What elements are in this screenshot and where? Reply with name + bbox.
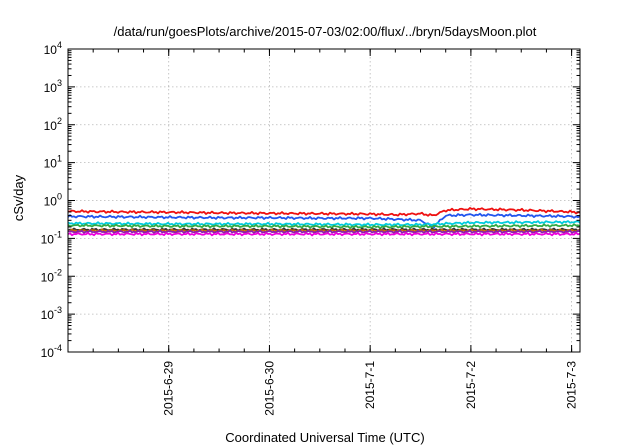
series-lines xyxy=(67,207,581,237)
y-axis-label: cSv/day xyxy=(11,174,26,221)
series-line-4 xyxy=(67,223,581,230)
series-line-7 xyxy=(67,229,581,234)
x-tick-label: 2015-6-30 xyxy=(262,361,276,416)
grid-lines xyxy=(68,49,580,352)
x-tick-label: 2015-7-3 xyxy=(565,361,579,409)
x-tick-label: 2015-7-2 xyxy=(464,361,478,409)
y-tick-label: 102 xyxy=(44,116,62,133)
y-tick-label: 100 xyxy=(44,192,62,209)
y-tick-label: 10-3 xyxy=(41,305,62,322)
series-line-3 xyxy=(67,220,581,227)
y-tick-label: 101 xyxy=(44,154,62,171)
series-line-5 xyxy=(67,227,581,232)
series-line-2 xyxy=(67,212,581,229)
chart-title: /data/run/goesPlots/archive/2015-07-03/0… xyxy=(114,24,537,39)
x-tick-label: 2015-7-1 xyxy=(363,361,377,409)
y-tick-label: 104 xyxy=(44,40,62,57)
y-tick-label: 10-4 xyxy=(41,343,62,360)
y-axis-ticks: 10-4 10-3 10-2 10-1 100 101 102 103 104 xyxy=(41,40,580,360)
series-line-6 xyxy=(68,228,581,233)
y-tick-label: 10-1 xyxy=(41,229,62,246)
y-tick-label: 10-2 xyxy=(41,267,62,284)
x-axis-label: Coordinated Universal Time (UTC) xyxy=(225,430,424,445)
series-line-8 xyxy=(67,231,581,237)
series-line-1 xyxy=(68,207,581,217)
x-tick-label: 2015-6-29 xyxy=(162,361,176,416)
x-axis-ticks: 2015-6-29 2015-6-30 2015-7-1 2015-7-2 2015-7… xyxy=(67,49,579,416)
y-tick-label: 103 xyxy=(44,78,62,95)
